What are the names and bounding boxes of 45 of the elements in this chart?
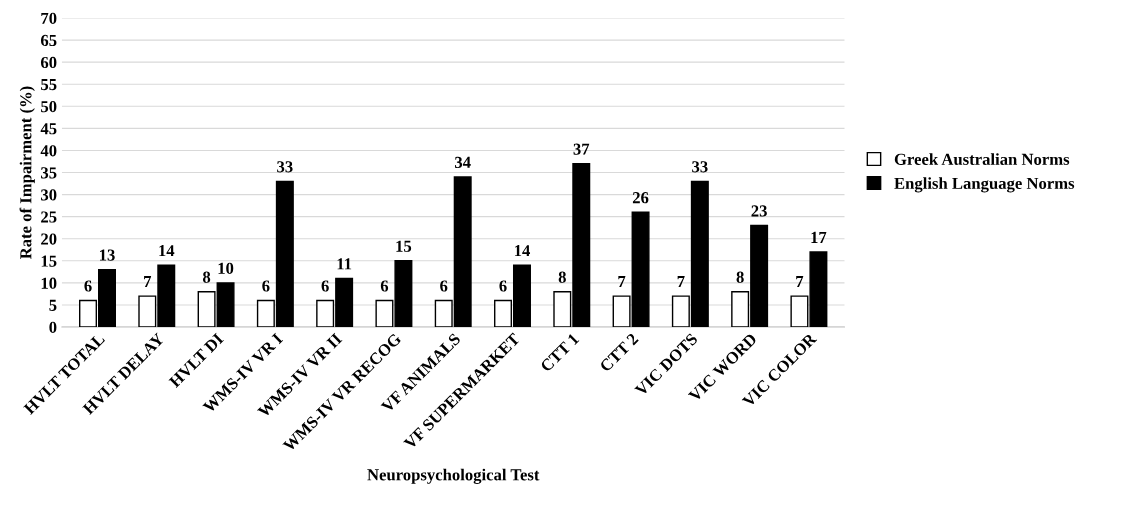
legend-label: English Language Norms: [894, 177, 1075, 193]
data-label: 7: [796, 276, 804, 288]
y-tick-label: 15: [41, 255, 57, 267]
y-tick-label: 10: [41, 277, 57, 289]
y-tick-label: 70: [41, 12, 57, 24]
data-label: 11: [337, 258, 352, 270]
data-label: 33: [277, 161, 293, 173]
y-tick-label: 25: [41, 211, 57, 223]
data-label: 26: [632, 192, 649, 204]
y-tick-label: 45: [40, 123, 57, 135]
y-tick-label: 55: [41, 79, 57, 91]
data-label: 10: [218, 262, 234, 274]
data-label: 14: [514, 245, 531, 257]
x-axis-title: Neuropsychological Test: [367, 468, 540, 484]
y-tick-label: 40: [40, 145, 57, 157]
data-label: 13: [99, 249, 115, 261]
y-tick-label: 65: [40, 34, 57, 47]
data-label: 6: [380, 280, 389, 292]
y-tick-label: 35: [41, 167, 57, 179]
data-label: 6: [262, 280, 270, 292]
legend-label: Greek Australian Norms: [894, 153, 1070, 165]
data-label: 34: [454, 156, 471, 168]
data-label: 6: [321, 280, 329, 292]
data-label: 7: [618, 276, 626, 288]
data-label: 8: [558, 271, 566, 283]
y-tick-label: 5: [49, 299, 57, 311]
y-tick-label: 60: [40, 56, 57, 69]
data-label: 6: [499, 280, 507, 292]
y-axis-title: Rate of Impairment (%): [19, 86, 35, 260]
data-label: 6: [84, 280, 92, 292]
y-tick-label: 50: [41, 101, 57, 113]
y-tick-label: 0: [49, 321, 57, 333]
data-label: 33: [692, 161, 708, 173]
data-label: 37: [573, 143, 590, 155]
data-label: 7: [144, 276, 152, 288]
data-label: 23: [751, 205, 767, 217]
data-label: 7: [677, 276, 685, 288]
data-label: 8: [202, 271, 211, 283]
data-label: 6: [440, 280, 448, 292]
data-label: 15: [396, 240, 412, 252]
y-tick-label: 20: [41, 233, 57, 245]
data-label: 14: [159, 245, 175, 257]
data-label: 8: [736, 271, 744, 283]
data-label: 17: [811, 231, 827, 243]
y-tick-label: 30: [41, 189, 57, 201]
